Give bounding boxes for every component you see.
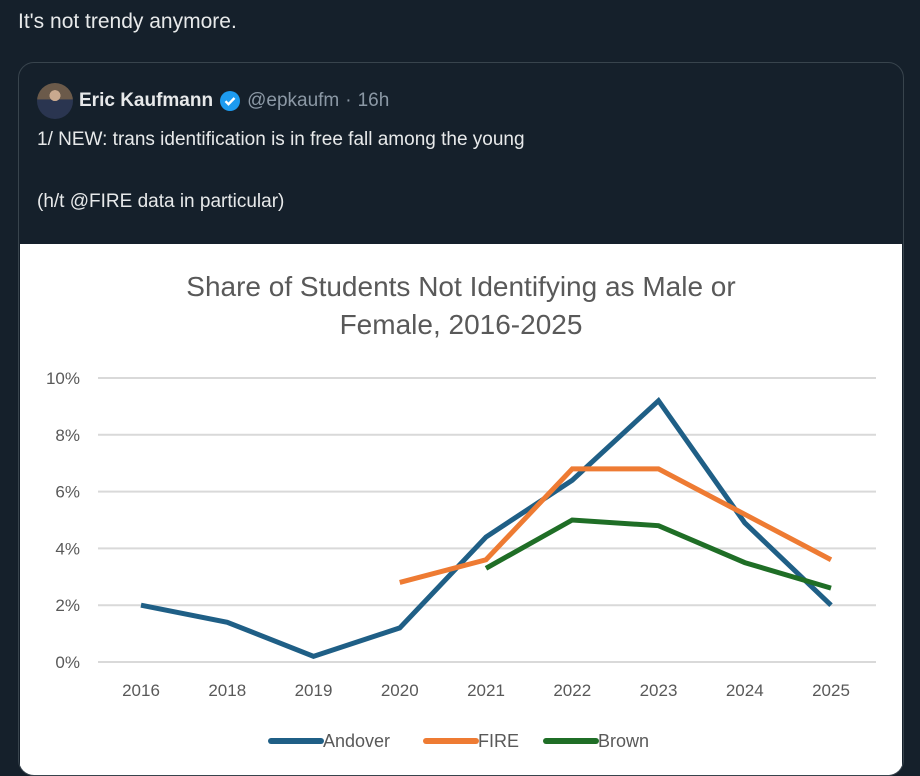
y-tick-label: 6% <box>55 483 80 502</box>
separator-dot: · <box>345 90 351 112</box>
verified-badge-icon <box>219 90 241 112</box>
x-tick-label: 2025 <box>812 681 850 700</box>
timestamp[interactable]: 16h <box>358 90 390 112</box>
avatar[interactable] <box>37 83 73 119</box>
y-tick-label: 10% <box>46 369 80 388</box>
y-tick-label: 2% <box>55 596 80 615</box>
post-text: It's not trendy anymore. <box>18 10 237 34</box>
x-tick-label: 2021 <box>467 681 505 700</box>
y-tick-label: 0% <box>55 653 80 672</box>
x-tick-label: 2019 <box>295 681 333 700</box>
x-tick-label: 2022 <box>553 681 591 700</box>
chart-image[interactable]: Share of Students Not Identifying as Mal… <box>20 244 902 776</box>
y-tick-label: 8% <box>55 426 80 445</box>
x-tick-label: 2020 <box>381 681 419 700</box>
author-handle[interactable]: @epkaufm <box>247 90 339 112</box>
chart-title: Share of Students Not Identifying as Mal… <box>186 271 735 302</box>
line-chart: Share of Students Not Identifying as Mal… <box>20 244 902 776</box>
y-tick-label: 4% <box>55 539 80 558</box>
tweet-text-line: (h/t @FIRE data in particular) <box>37 191 284 213</box>
legend-label: FIRE <box>478 731 519 751</box>
author-name[interactable]: Eric Kaufmann <box>79 90 213 112</box>
x-tick-label: 2018 <box>208 681 246 700</box>
tweet-text-line: 1/ NEW: trans identification is in free … <box>37 129 525 151</box>
x-tick-label: 2023 <box>640 681 678 700</box>
legend-label: Andover <box>323 731 390 751</box>
legend-label: Brown <box>598 731 649 751</box>
x-tick-label: 2016 <box>122 681 160 700</box>
quoted-tweet-header: Eric Kaufmann @epkaufm · 16h <box>37 83 389 119</box>
x-tick-label: 2024 <box>726 681 764 700</box>
series-line-fire <box>400 469 831 583</box>
quoted-tweet[interactable]: Eric Kaufmann @epkaufm · 16h 1/ NEW: tra… <box>18 62 904 776</box>
chart-title: Female, 2016-2025 <box>340 309 583 340</box>
series-line-andover <box>141 401 831 657</box>
